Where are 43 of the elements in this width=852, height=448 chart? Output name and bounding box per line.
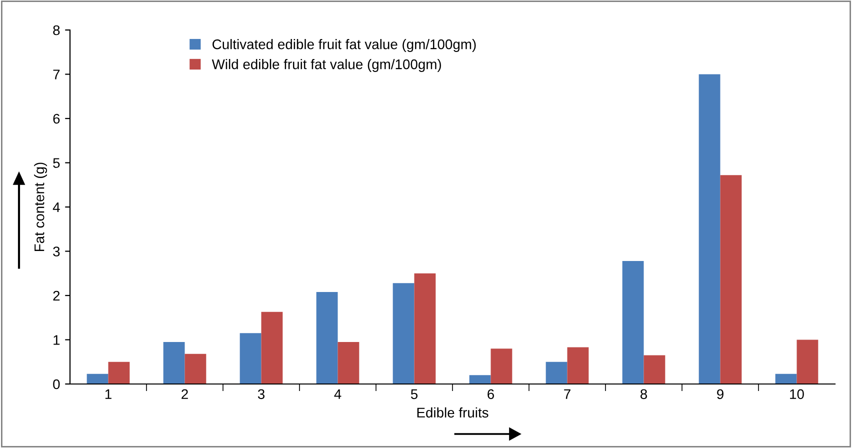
x-tick-label: 3 xyxy=(258,389,264,400)
bar xyxy=(698,74,720,384)
y-tick-label: 2 xyxy=(53,290,60,301)
bar xyxy=(108,362,130,384)
x-tick-label: 1 xyxy=(105,389,112,399)
x-axis-title: Edible fruits xyxy=(417,407,488,418)
y-tick-label: 4 xyxy=(52,202,60,212)
y-tick-label: 8 xyxy=(53,25,60,36)
bar xyxy=(720,175,742,384)
legend-label: Cultivated edible fruit fat value (gm/100gm) xyxy=(212,39,476,52)
bar xyxy=(622,260,644,384)
bar xyxy=(261,312,283,384)
x-tick-label: 10 xyxy=(790,389,804,400)
bar xyxy=(567,347,589,384)
bar xyxy=(163,342,185,384)
bar xyxy=(490,348,512,384)
bar xyxy=(338,342,360,384)
bar xyxy=(86,374,108,384)
y-tick-label: 1 xyxy=(54,335,60,345)
x-tick-label: 2 xyxy=(182,389,188,399)
y-tick-label: 7 xyxy=(53,70,60,80)
bar xyxy=(392,283,414,384)
bar xyxy=(414,273,436,384)
y-tick-label: 5 xyxy=(53,158,60,168)
bar xyxy=(316,292,338,384)
x-tick-label: 9 xyxy=(717,389,724,400)
y-tick-label: 6 xyxy=(53,114,60,124)
y-tick-label: 3 xyxy=(53,246,60,256)
legend-label: Wild edible fruit fat value (gm/100gm) xyxy=(212,59,441,72)
bar xyxy=(184,354,206,384)
x-tick-label: 7 xyxy=(564,389,570,399)
y-axis-title: Fat content (g) xyxy=(34,162,47,252)
x-tick-label: 4 xyxy=(334,389,342,399)
bar xyxy=(775,374,797,384)
bar xyxy=(644,355,666,384)
bar xyxy=(240,333,262,384)
y-tick-label: 0 xyxy=(53,379,60,390)
bar xyxy=(469,375,491,384)
x-tick-label: 6 xyxy=(488,389,494,400)
bar xyxy=(546,362,568,384)
x-tick-label: 8 xyxy=(640,389,648,400)
x-tick-label: 5 xyxy=(410,389,418,400)
bar xyxy=(796,340,818,384)
